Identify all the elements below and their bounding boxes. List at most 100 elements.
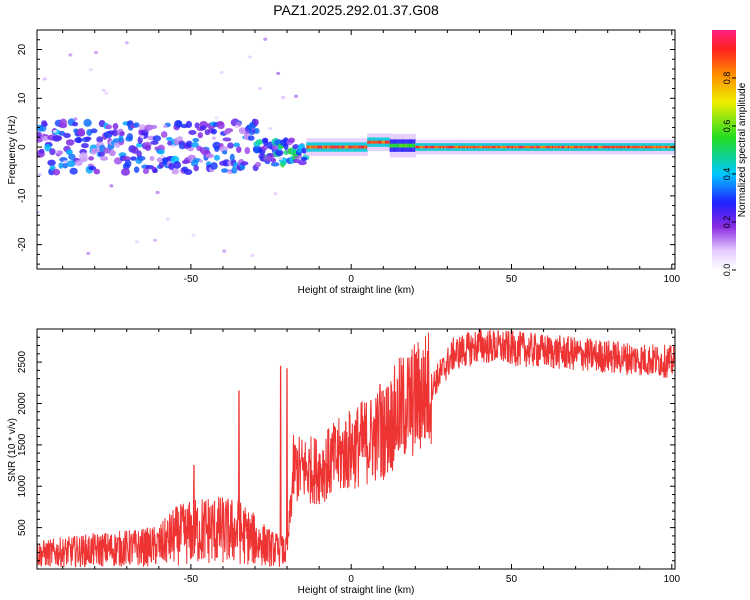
- snr-xtick-label: 100: [663, 574, 680, 585]
- spectrogram-cell: [404, 143, 407, 148]
- spectrogram-cell: [596, 145, 599, 149]
- spectrogram-cell: [227, 142, 234, 149]
- spectrogram-cell: [328, 145, 331, 149]
- spectrogram-cell: [152, 135, 162, 142]
- spectrogram-cell: [460, 145, 463, 149]
- spectrogram-cell: [500, 145, 503, 149]
- spectrogram-cell: [588, 145, 591, 149]
- spectrogram-cell: [362, 145, 365, 149]
- spectrogram-cell: [432, 145, 436, 149]
- spectrogram-cell: [214, 116, 219, 120]
- spectrogram-cell: [525, 145, 529, 149]
- spectrogram-cell: [76, 136, 82, 144]
- spectrogram-cell: [394, 143, 397, 148]
- spectrogram-cell: [211, 128, 217, 135]
- spectrogram-cell: [465, 145, 468, 149]
- spectrogram-cell: [37, 173, 42, 177]
- spectrogram-heatmap: [37, 37, 675, 258]
- spectrogram-cell: [647, 145, 650, 149]
- spectrogram-ytick-label: -20: [17, 237, 28, 252]
- spectrogram-cell: [152, 168, 158, 173]
- spectrogram-panel: -50 0 50 100 -20 -10 0 10 20 Height of straight …: [7, 29, 681, 296]
- spectrogram-cell: [88, 156, 94, 161]
- spectrogram-cell: [78, 152, 88, 160]
- spectrogram-cell: [633, 145, 636, 149]
- spectrogram-cell: [365, 145, 368, 149]
- spectrogram-cell: [487, 145, 490, 149]
- spectrogram-cell: [105, 124, 112, 130]
- spectrogram-cell: [101, 88, 106, 92]
- spectrogram-cell: [413, 143, 416, 148]
- spectrogram-cell: [641, 145, 644, 149]
- spectrogram-cell: [606, 145, 609, 149]
- spectrogram-cell: [52, 168, 61, 176]
- spectrogram-cell: [495, 145, 498, 149]
- spectrogram-cell: [537, 145, 540, 149]
- spectrogram-cell: [574, 145, 577, 149]
- spectrogram-cell: [312, 145, 315, 149]
- spectrogram-cell: [471, 145, 474, 149]
- spectrogram-cell: [485, 145, 489, 149]
- spectrogram-cell: [57, 150, 64, 155]
- spectrogram-cell: [530, 145, 533, 149]
- spectrogram-cell: [497, 145, 500, 149]
- spectrogram-cell: [521, 145, 524, 149]
- spectrogram-cell: [86, 251, 91, 256]
- spectrogram-cell: [490, 145, 493, 149]
- spectrogram-cell: [111, 129, 119, 137]
- spectrogram-cell: [222, 249, 227, 253]
- snr-ytick-label: 2500: [17, 351, 28, 374]
- spectrogram-cell: [250, 253, 255, 258]
- spectrogram-cell: [359, 145, 362, 149]
- spectrogram-cell: [453, 145, 456, 149]
- spectrogram-cell: [210, 162, 218, 170]
- spectrogram-cell: [508, 145, 511, 149]
- spectrogram-cell: [173, 161, 182, 169]
- spectrogram-cell: [601, 145, 604, 149]
- spectrogram-cell: [554, 145, 557, 149]
- spectrogram-cell: [586, 145, 590, 149]
- spectrogram-cell: [660, 145, 663, 149]
- spectrogram-ylabel: Frequency (Hz): [7, 116, 18, 185]
- spectrogram-cell: [591, 145, 594, 149]
- snr-xtick-label: 0: [348, 574, 354, 585]
- spectrogram-cell: [400, 143, 404, 148]
- spectrogram-cell: [391, 143, 394, 148]
- spectrogram-cell: [492, 145, 495, 149]
- spectrogram-cell: [602, 145, 606, 149]
- spectrogram-cell: [631, 145, 634, 149]
- spectrogram-cell: [590, 145, 593, 149]
- colorbar-label: Normalized spectral amplitude: [737, 82, 748, 217]
- spectrogram-cell: [199, 125, 207, 131]
- spectrogram-cell: [323, 145, 327, 149]
- snr-xtick-label: 50: [506, 574, 518, 585]
- spectrogram-cell: [577, 145, 580, 149]
- spectrogram-cell: [294, 94, 299, 98]
- spectrogram-cell: [253, 119, 259, 126]
- spectrogram-cell: [124, 159, 132, 168]
- spectrogram-cell: [194, 122, 200, 129]
- spectrogram-cell: [533, 145, 537, 149]
- spectrogram-cell: [247, 55, 252, 59]
- spectrogram-cell: [77, 128, 85, 136]
- spectrogram-cell: [444, 145, 447, 149]
- spectrogram-cell: [617, 145, 620, 149]
- spectrogram-cell: [315, 145, 319, 149]
- spectrogram-cell: [233, 142, 240, 148]
- spectrogram-cell: [463, 145, 466, 149]
- spectrogram-cell: [384, 140, 388, 144]
- spectrogram-cell: [461, 145, 465, 149]
- spectrogram-cell: [593, 145, 596, 149]
- spectrogram-cell: [375, 140, 378, 144]
- spectrogram-cell: [668, 145, 671, 149]
- spectrogram-cell: [138, 124, 146, 131]
- spectrogram-cell: [317, 145, 320, 149]
- spectrogram-cell: [445, 145, 448, 149]
- colorbar-gradient: [712, 30, 736, 270]
- spectrogram-cell: [604, 145, 607, 149]
- spectrogram-cell: [474, 145, 477, 149]
- spectrogram-cell: [351, 145, 354, 149]
- colorbar-tick-label: 0.6: [722, 120, 732, 133]
- spectrogram-cell: [349, 145, 352, 149]
